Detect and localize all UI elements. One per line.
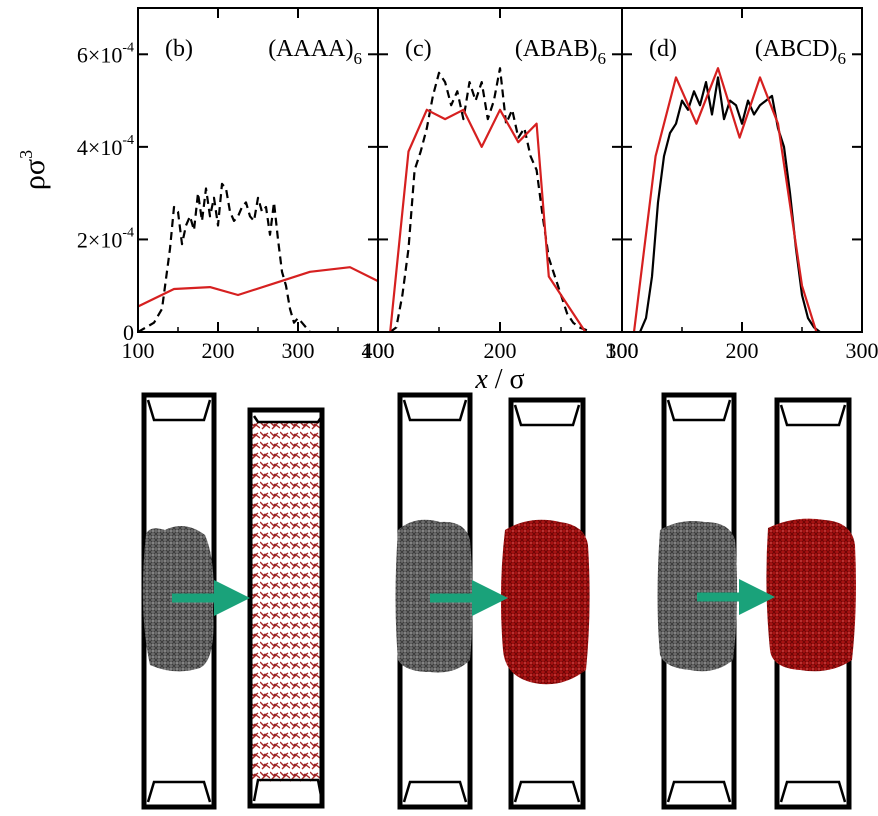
y-axis-label-main: ρσ: [18, 159, 51, 190]
y-tick-mantissa: 4×10: [77, 135, 122, 160]
x-tick-label: 200: [484, 338, 517, 363]
panel-label: (c): [405, 36, 432, 62]
series-line-dashed-black: [138, 184, 310, 332]
series-line-solid-red: [390, 110, 585, 332]
x-tick-label: 300: [282, 338, 315, 363]
panel-2: 100 200 300 (d) (ABCD)6: [606, 8, 878, 363]
simulation-illustration: [143, 395, 856, 807]
box-b-after: [250, 410, 322, 806]
x-axis-label-italic: x: [474, 364, 488, 395]
y-tick-label: 2×10-4: [77, 225, 134, 252]
y-tick-label: 4×10-4: [77, 133, 134, 160]
y-tick-label: 6×10-4: [77, 40, 134, 67]
sequence-subscript: 6: [598, 49, 607, 68]
sequence-text: (AAAA): [268, 36, 353, 62]
sequence-subscript: 6: [354, 49, 363, 68]
sequence-label: (ABCD)6: [755, 36, 846, 68]
sequence-label: (ABAB)6: [515, 36, 606, 68]
sequence-text: (ABCD): [755, 36, 838, 62]
series-line-dashed-black: [390, 68, 591, 332]
y-tick-mantissa: 2×10: [77, 227, 122, 252]
panel-label: (b): [165, 36, 193, 62]
series-line-solid-red: [634, 68, 816, 332]
y-axis-label-sup: 3: [16, 150, 36, 159]
box-c-after: [501, 400, 590, 807]
y-tick-exponent: -4: [122, 133, 134, 148]
sequence-subscript: 6: [838, 49, 847, 68]
x-axis-label-rest: / σ: [488, 364, 525, 395]
y-tick-mantissa: 6×10: [77, 42, 122, 67]
y-tick-exponent: -4: [122, 40, 134, 55]
y-axis-label: ρσ3: [16, 150, 51, 190]
x-tick-label: 100: [362, 338, 395, 363]
sequence-label: (AAAA)6: [268, 36, 362, 68]
sequence-text: (ABAB): [515, 36, 598, 62]
x-tick-label: 200: [726, 338, 759, 363]
x-tick-label: 200: [202, 338, 235, 363]
series-line-solid-red: [138, 267, 378, 306]
x-axis-label: x / σ: [474, 364, 524, 395]
y-tick-exponent: -4: [122, 225, 134, 240]
x-tick-label: 100: [122, 338, 155, 363]
panel-label: (d): [649, 36, 677, 62]
x-tick-label: 100: [606, 338, 639, 363]
x-tick-label: 300: [846, 338, 878, 363]
box-d-after: [766, 400, 856, 807]
